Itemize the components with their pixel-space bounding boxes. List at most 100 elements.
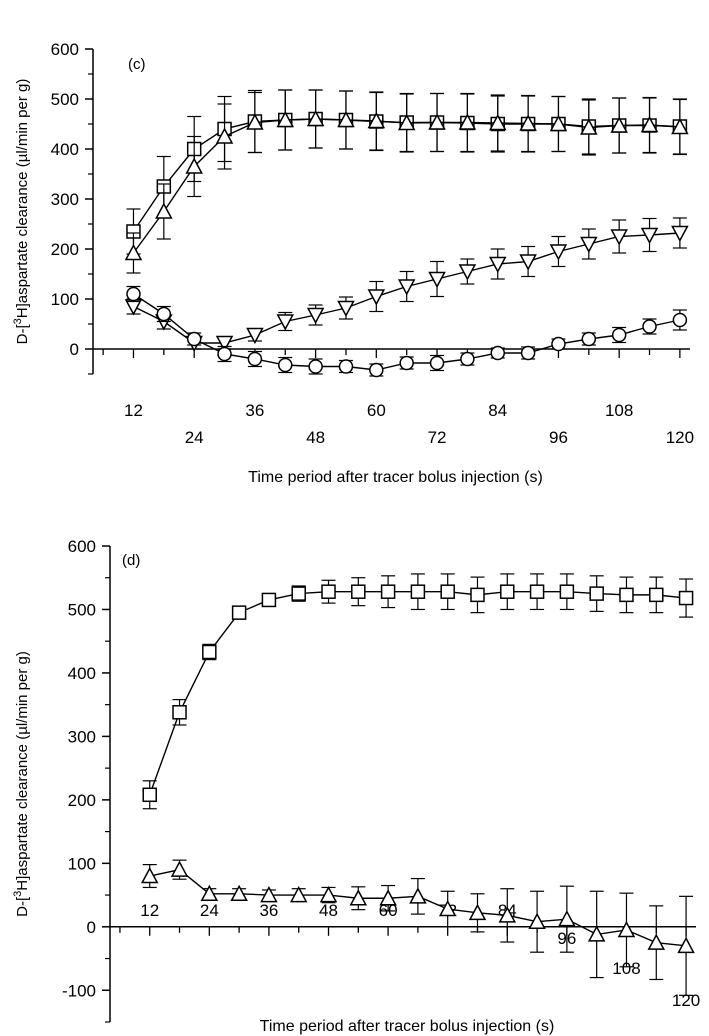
data-point-square — [559, 584, 575, 599]
x-tick-label: 48 — [306, 428, 325, 447]
data-point-triangle-down — [397, 279, 416, 296]
data-point-circle — [156, 306, 172, 322]
data-point-square — [410, 584, 426, 599]
data-point-triangle-up — [488, 113, 507, 131]
data-point-triangle-up — [498, 906, 517, 923]
data-point-triangle-up — [230, 884, 248, 902]
data-point-circle — [186, 331, 202, 347]
data-point-triangle-down — [580, 236, 598, 254]
data-point-circle — [611, 327, 627, 343]
data-point-circle — [217, 346, 232, 362]
data-point-triangle-up — [185, 157, 203, 174]
data-point-triangle-up — [580, 118, 598, 135]
x-tick-label: 96 — [549, 428, 568, 447]
x-tick-label: 48 — [319, 901, 338, 920]
x-tick-label: 120 — [666, 428, 694, 447]
data-point-triangle-up — [558, 910, 576, 927]
x-tick-label: 36 — [245, 401, 264, 420]
data-point-triangle-down — [246, 327, 264, 345]
data-point-triangle-down — [458, 264, 477, 281]
data-point-triangle-up — [640, 115, 659, 133]
x-tick-label: 72 — [428, 428, 447, 447]
data-point-triangle-up — [200, 884, 219, 902]
y-tick-label: 300 — [51, 190, 79, 209]
x-tick-label: 108 — [605, 401, 633, 420]
data-point-triangle-down — [367, 289, 386, 306]
x-tick-label: 24 — [200, 901, 219, 920]
y-tick-label: 0 — [87, 918, 96, 937]
data-point-circle — [551, 336, 566, 352]
x-tick-label: 60 — [367, 401, 386, 420]
series-triangle-up — [140, 859, 695, 996]
data-point-triangle-up — [519, 114, 537, 131]
data-point-circle — [278, 357, 293, 373]
series-triangle-down — [124, 217, 689, 353]
data-point-triangle-up — [438, 899, 457, 917]
data-point-circle — [308, 359, 323, 374]
data-point-triangle-up — [671, 117, 689, 135]
data-point-triangle-down — [610, 229, 628, 246]
x-tick-label: 12 — [124, 401, 143, 420]
data-point-triangle-up — [337, 110, 355, 128]
data-point-triangle-down — [428, 271, 446, 289]
x-tick-label: 24 — [185, 428, 204, 447]
y-tick-label: 500 — [68, 600, 96, 619]
data-point-triangle-down — [337, 300, 355, 318]
data-point-triangle-down — [306, 307, 325, 325]
data-point-triangle-down — [549, 244, 568, 261]
chart-panel-c: 0 100 200 300 400 500 600 12 24 36 48 60 72 84 96 108 12… — [12, 40, 694, 486]
data-point-triangle-up — [155, 202, 173, 219]
data-point-square — [529, 584, 545, 599]
data-point-triangle-up — [647, 933, 666, 950]
data-point-triangle-up — [587, 925, 606, 942]
data-point-triangle-up — [397, 113, 416, 131]
y-tick-label: 100 — [51, 290, 79, 309]
data-point-square — [678, 590, 694, 606]
y-axis-label: D-[3H]aspartate clearance (µl/min per g) — [12, 79, 31, 345]
data-point-circle — [369, 362, 384, 378]
y-tick-label: 600 — [68, 537, 96, 556]
data-point-triangle-down — [640, 227, 659, 245]
data-point-circle — [126, 286, 141, 302]
x-tick-label: 36 — [259, 901, 278, 920]
data-point-square — [261, 592, 277, 608]
data-point-triangle-up — [349, 889, 368, 906]
data-point-square — [202, 644, 217, 660]
data-point-triangle-down — [519, 254, 537, 271]
y-tick-label: 400 — [68, 664, 96, 683]
data-point-triangle-up — [528, 912, 546, 929]
data-point-triangle-up — [215, 127, 234, 144]
y-tick-label: 400 — [51, 140, 79, 159]
chart-panel-d: -100010020030040050060012243648607284961… — [12, 537, 700, 1035]
data-point-triangle-down — [488, 256, 507, 274]
data-point-circle — [460, 351, 475, 367]
data-point-triangle-up — [617, 920, 636, 938]
data-point-square — [589, 586, 604, 601]
x-tick-label: 108 — [612, 959, 640, 978]
data-point-triangle-up — [319, 885, 338, 903]
data-point-triangle-up — [379, 889, 397, 906]
data-point-triangle-up — [306, 109, 325, 127]
data-point-square — [172, 705, 187, 720]
data-point-triangle-up — [409, 887, 427, 904]
data-point-triangle-up — [677, 936, 695, 954]
data-point-triangle-up — [428, 113, 446, 130]
data-point-square — [649, 587, 664, 603]
data-point-square — [231, 605, 247, 620]
panel-label: (d) — [122, 552, 140, 569]
data-point-circle — [672, 312, 688, 328]
y-tick-label: 500 — [51, 90, 79, 109]
y-tick-label: 200 — [68, 791, 96, 810]
data-point-triangle-down — [671, 225, 689, 243]
data-point-square — [440, 584, 455, 599]
y-tick-label: 200 — [51, 240, 79, 259]
y-axis-label: D-[3H]aspartate clearance (µl/min per g) — [12, 651, 31, 917]
data-point-square — [321, 584, 336, 599]
y-tick-label: 0 — [70, 340, 79, 359]
x-axis-label: Time period after tracer bolus injection… — [248, 469, 543, 486]
data-point-circle — [247, 351, 263, 367]
data-point-circle — [338, 359, 354, 374]
data-point-circle — [581, 331, 597, 347]
data-point-triangle-up — [458, 113, 477, 130]
